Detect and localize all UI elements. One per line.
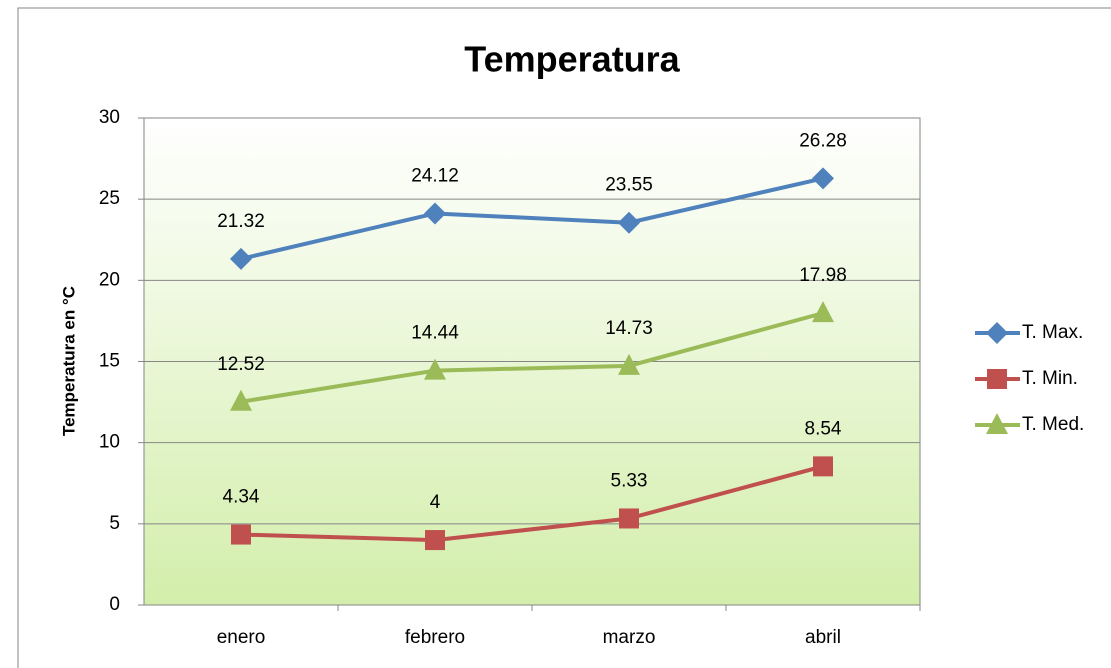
data-label: 5.33	[611, 470, 648, 491]
data-label: 8.54	[805, 418, 842, 439]
data-label: 23.55	[605, 175, 653, 196]
legend-label: T. Min.	[1022, 368, 1078, 389]
y-tick-label: 20	[99, 269, 120, 290]
series-line	[240, 176, 824, 261]
data-point	[812, 167, 834, 190]
legend-label: T. Med.	[1022, 414, 1084, 435]
x-tick-label: abril	[805, 627, 841, 648]
y-tick-label: 5	[109, 513, 120, 534]
chart-title: Temperatura	[464, 39, 680, 80]
series-line	[240, 464, 824, 543]
y-tick-label: 0	[109, 594, 120, 615]
data-label: 21.32	[217, 211, 265, 232]
data-label: 14.73	[605, 318, 653, 339]
legend-marker	[986, 413, 1008, 434]
data-point	[619, 508, 639, 529]
x-tick-label: marzo	[603, 627, 656, 648]
legend-marker	[986, 322, 1008, 344]
series-line	[240, 311, 824, 404]
data-point	[618, 353, 640, 375]
data-point	[231, 524, 251, 545]
y-axis-label: Temperatura en °C	[59, 286, 78, 436]
y-tick-label: 25	[99, 188, 120, 209]
data-point	[425, 530, 445, 551]
data-label: 4	[430, 492, 441, 513]
data-label: 14.44	[411, 323, 459, 344]
y-tick-label: 30	[99, 107, 120, 128]
data-point	[424, 202, 446, 225]
data-label: 26.28	[799, 130, 847, 151]
data-point	[618, 211, 640, 234]
data-point	[424, 358, 446, 380]
data-label: 12.52	[217, 354, 265, 375]
data-point	[230, 247, 252, 270]
data-point	[813, 456, 833, 477]
legend-label: T. Max.	[1022, 322, 1083, 343]
x-tick-label: febrero	[405, 627, 465, 648]
data-label: 4.34	[223, 487, 260, 508]
x-tick-label: enero	[217, 627, 266, 648]
y-tick-label: 10	[99, 432, 120, 453]
data-label: 24.12	[411, 165, 459, 186]
data-point	[230, 389, 252, 411]
legend-marker	[987, 369, 1007, 389]
data-point	[812, 301, 834, 323]
data-label: 17.98	[799, 265, 847, 286]
y-tick-label: 15	[99, 351, 120, 372]
